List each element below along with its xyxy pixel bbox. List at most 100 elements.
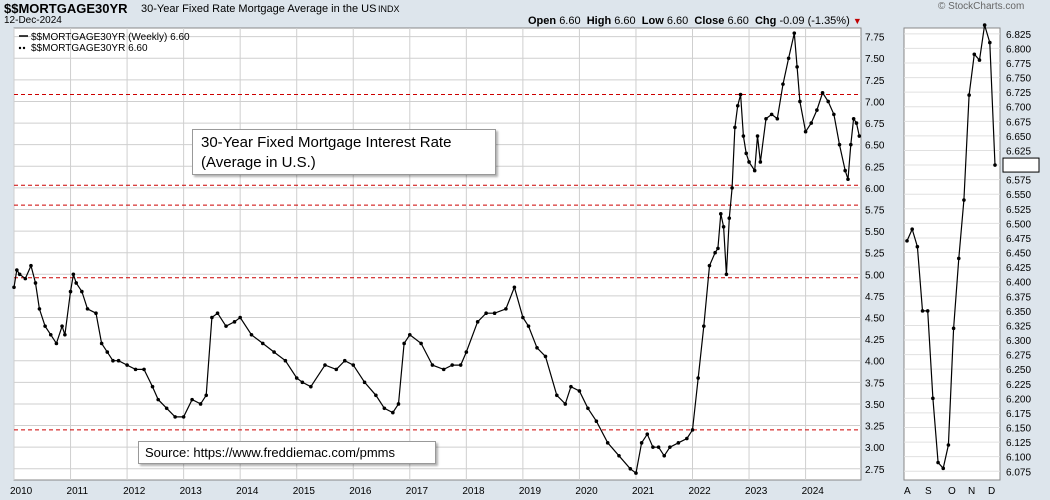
data-point xyxy=(563,402,568,406)
x-tick-label: 2019 xyxy=(519,486,542,497)
zoom-data-point xyxy=(941,466,946,471)
zoom-data-point xyxy=(936,460,940,465)
data-point xyxy=(535,345,539,350)
x-tick-label: 2020 xyxy=(575,486,598,497)
data-point xyxy=(54,341,59,346)
data-point xyxy=(815,108,819,112)
zoom-y-tick-label: 6.575 xyxy=(1006,176,1031,187)
data-point xyxy=(668,445,672,449)
data-point xyxy=(526,324,531,328)
y-tick-label: 3.75 xyxy=(865,378,885,389)
data-point xyxy=(851,116,856,121)
x-tick-label: 2021 xyxy=(632,486,655,497)
x-tick-label: 2023 xyxy=(745,486,768,497)
data-point xyxy=(577,389,582,393)
data-point xyxy=(832,112,836,117)
data-point xyxy=(430,363,435,367)
data-point xyxy=(464,350,469,354)
y-tick-label: 6.75 xyxy=(865,119,885,130)
data-point xyxy=(569,384,573,389)
data-point xyxy=(441,367,446,372)
zoom-y-tick-label: 6.400 xyxy=(1006,278,1031,289)
open-value: 6.60 xyxy=(559,15,581,27)
data-point xyxy=(142,367,146,372)
data-point xyxy=(23,276,28,281)
data-point xyxy=(215,311,220,316)
data-point xyxy=(63,333,67,337)
data-point xyxy=(775,116,780,121)
data-point xyxy=(707,263,712,268)
data-point xyxy=(854,121,859,125)
zoom-data-point xyxy=(972,52,977,57)
data-point xyxy=(735,103,740,108)
zoom-y-tick-label: 6.325 xyxy=(1006,321,1031,332)
zoom-y-tick-label: 6.175 xyxy=(1006,409,1031,420)
zoom-plot-area xyxy=(903,27,1001,481)
y-tick-label: 3.00 xyxy=(865,443,885,454)
data-point xyxy=(105,350,110,354)
chg-value: -0.09 (-1.35%) xyxy=(779,15,850,27)
data-point xyxy=(238,315,242,320)
data-point xyxy=(543,354,548,359)
zoom-data-point xyxy=(931,396,935,401)
x-tick-label: 2016 xyxy=(349,486,372,497)
down-arrow-icon: ▼ xyxy=(852,16,862,26)
x-tick-label: 2011 xyxy=(67,486,89,497)
data-point xyxy=(555,393,559,398)
zoom-data-point xyxy=(925,309,930,313)
data-point xyxy=(71,272,76,277)
zoom-y-tick-label: 6.700 xyxy=(1006,103,1031,114)
data-point xyxy=(68,289,73,294)
zoom-y-tick-label: 6.475 xyxy=(1006,234,1031,245)
y-tick-label: 7.50 xyxy=(865,54,885,65)
y-tick-label: 5.00 xyxy=(865,270,885,281)
data-point xyxy=(362,380,367,385)
data-point xyxy=(351,363,356,367)
y-tick-label: 3.25 xyxy=(865,422,885,433)
data-point xyxy=(803,129,808,134)
data-point xyxy=(74,281,78,285)
zoom-x-tick-label: D xyxy=(988,486,995,497)
series-line xyxy=(13,33,860,475)
symbol-title: $$MORTGAGE30YR xyxy=(4,1,128,16)
zoom-series-line xyxy=(906,24,996,470)
zoom-y-tick-label: 6.625 xyxy=(1006,146,1031,157)
x-tick-label: 2013 xyxy=(180,486,203,497)
data-point xyxy=(738,92,743,97)
low-label: Low xyxy=(641,15,664,27)
zoom-data-point xyxy=(910,227,914,232)
high-value: 6.60 xyxy=(614,15,636,27)
data-point xyxy=(342,358,347,363)
zoom-y-tick-label: 6.300 xyxy=(1006,336,1031,347)
data-point xyxy=(752,168,757,173)
data-point xyxy=(744,151,749,156)
data-point xyxy=(33,281,38,285)
data-point xyxy=(857,134,862,138)
data-point xyxy=(741,134,746,138)
zoom-data-point xyxy=(988,40,992,45)
data-point xyxy=(846,177,850,182)
last-value-badge xyxy=(1002,157,1040,173)
y-tick-label: 6.25 xyxy=(865,162,885,173)
data-point xyxy=(190,397,194,402)
zoom-y-tick-label: 6.375 xyxy=(1006,292,1031,303)
close-label: Close xyxy=(694,15,725,27)
data-point xyxy=(676,441,681,445)
data-point xyxy=(60,324,64,328)
data-point xyxy=(294,376,299,380)
data-point xyxy=(156,397,160,402)
zoom-x-tick-label: O xyxy=(948,486,956,497)
data-point xyxy=(37,307,42,311)
y-tick-label: 7.75 xyxy=(865,33,885,44)
data-point xyxy=(747,160,751,164)
data-point xyxy=(786,56,791,61)
data-point xyxy=(730,186,734,190)
data-point xyxy=(837,142,842,147)
data-point xyxy=(173,415,177,419)
data-point xyxy=(29,263,33,268)
zoom-data-point xyxy=(993,163,997,167)
data-point xyxy=(133,367,138,372)
y-tick-label: 4.50 xyxy=(865,314,885,325)
data-point xyxy=(80,289,84,294)
data-point xyxy=(323,363,327,367)
